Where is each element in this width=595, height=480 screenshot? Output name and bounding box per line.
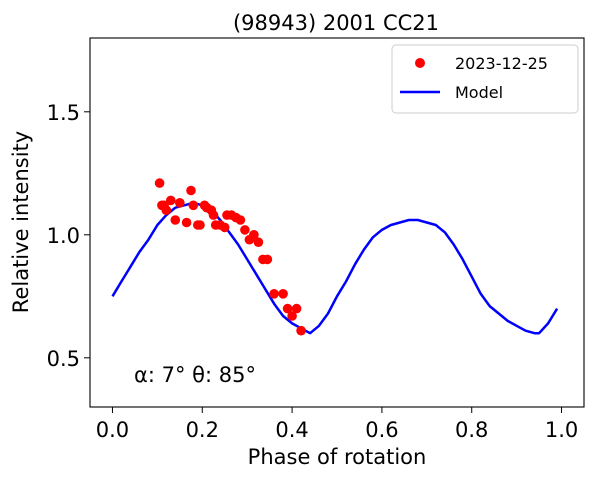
data-point [161, 205, 172, 215]
data-point [170, 215, 181, 225]
data-point [186, 185, 196, 196]
x-tick-label: 0.8 [455, 418, 488, 442]
data-point [262, 254, 273, 265]
data-point [291, 303, 302, 314]
data-point [181, 217, 192, 228]
legend-marker-observations [415, 58, 425, 68]
y-axis-label: Relative intensity [9, 131, 33, 313]
geometry-annotation: α: 7° θ: 85° [134, 363, 256, 387]
y-tick-label: 0.5 [47, 347, 80, 371]
data-point [235, 215, 246, 225]
legend-box [391, 44, 579, 114]
x-tick-label: 0.2 [186, 418, 219, 442]
x-tick-label: 0.6 [365, 418, 398, 442]
data-point [175, 198, 185, 208]
x-tick-label: 1.0 [545, 418, 578, 442]
data-point [208, 210, 219, 220]
x-axis-ticks: 0.0 0.2 0.4 0.6 0.8 1.0 [96, 407, 578, 442]
y-tick-label: 1.5 [47, 101, 80, 125]
plot-frame [89, 37, 585, 408]
data-point [282, 303, 293, 314]
x-tick-label: 0.0 [96, 418, 129, 442]
legend-label-observations: 2023-12-25 [455, 54, 548, 73]
x-axis-label: Phase of rotation [248, 445, 427, 469]
data-point [269, 289, 279, 299]
observation-series [154, 178, 306, 336]
y-tick-label: 1.0 [47, 224, 80, 248]
legend: 2023-12-25 Model [391, 44, 579, 114]
data-point [296, 325, 306, 336]
data-point [166, 195, 176, 206]
chart-title: (98943) 2001 CC21 [233, 11, 439, 35]
model-line [111, 201, 559, 335]
model-series [111, 201, 559, 335]
data-point [195, 220, 205, 230]
data-point [253, 237, 264, 247]
data-point [278, 289, 288, 299]
data-point [154, 178, 165, 188]
y-axis-ticks: 0.5 1.0 1.5 [47, 101, 90, 371]
data-point [287, 311, 297, 321]
data-point [219, 222, 230, 233]
data-point [240, 225, 250, 235]
legend-label-model: Model [455, 83, 503, 102]
data-point [249, 230, 259, 240]
x-tick-label: 0.4 [275, 418, 308, 442]
data-point [188, 200, 199, 211]
